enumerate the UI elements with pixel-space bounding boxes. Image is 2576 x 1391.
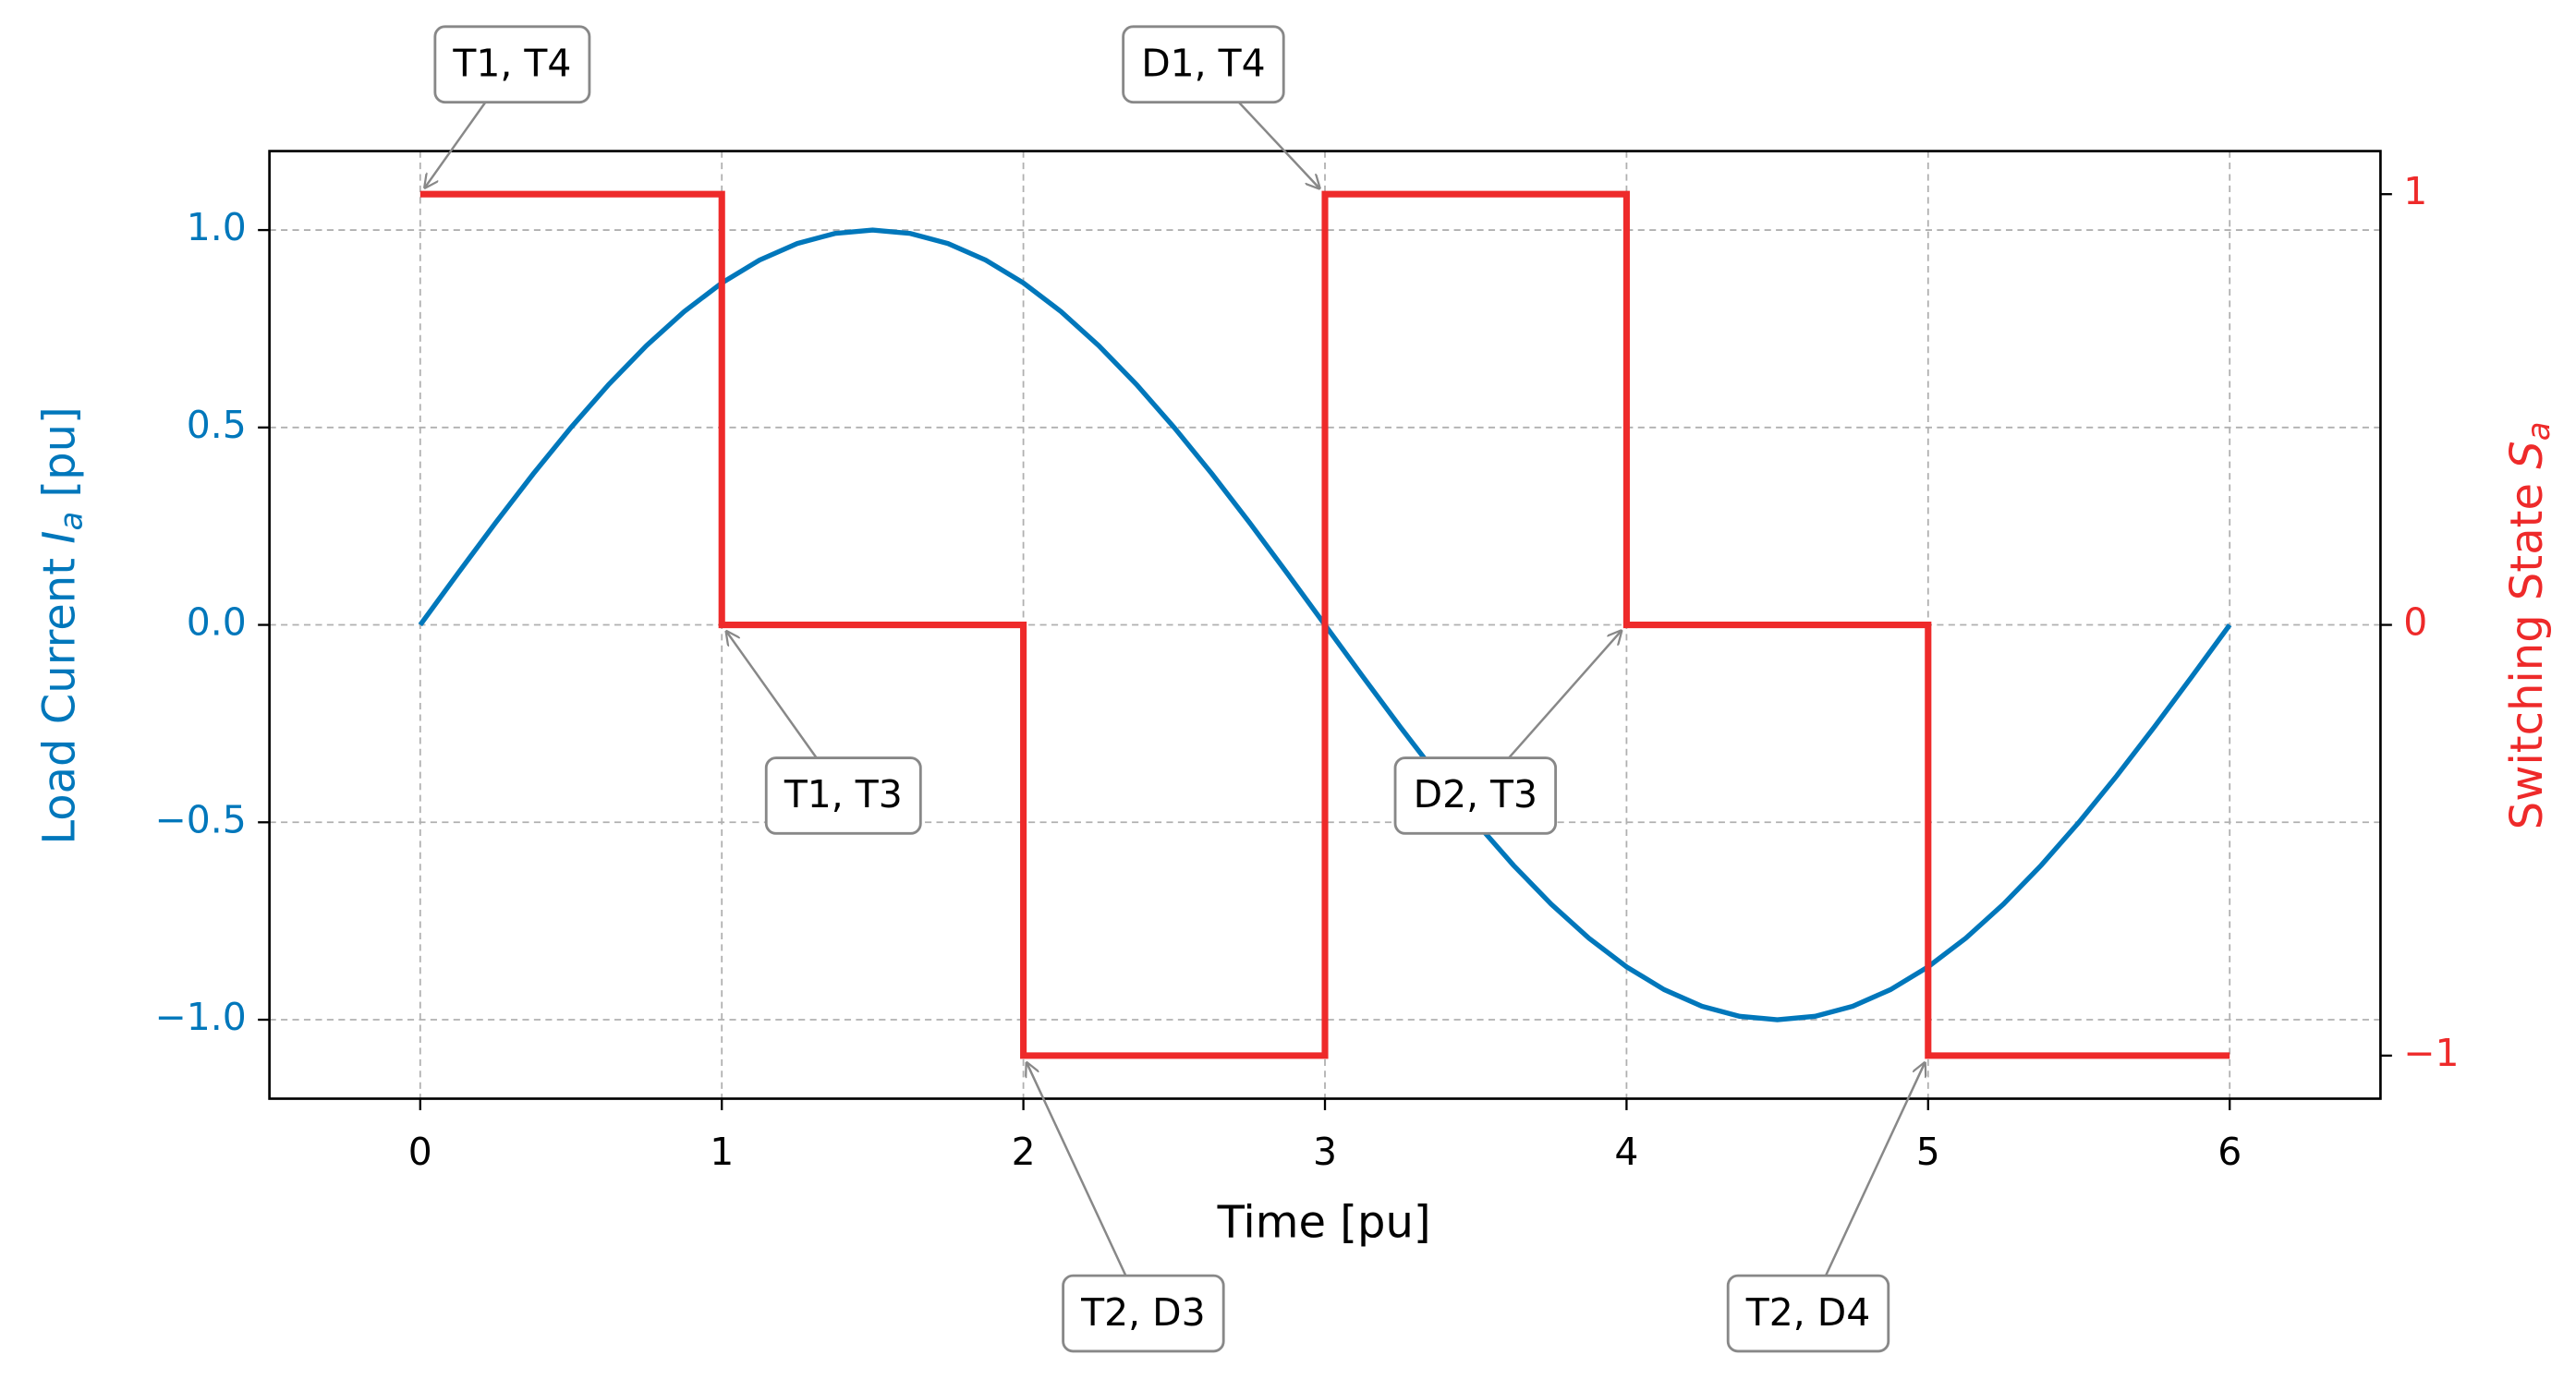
annotation: T1, T3 <box>764 756 922 835</box>
annotation-text: T2, D4 <box>1745 1290 1870 1335</box>
annotation: T2, D3 <box>1062 1274 1225 1353</box>
annotation-text: D1, T4 <box>1141 42 1265 86</box>
y2-label-sub: a <box>2520 422 2556 441</box>
annotation-box <box>433 25 591 104</box>
switching-state-line <box>419 190 2230 1059</box>
annotation-text: D2, T3 <box>1414 772 1537 816</box>
y-label-sub: a <box>53 512 89 531</box>
y-label-space <box>34 498 86 512</box>
y2-axis-label: Switching State Sa <box>2501 422 2556 830</box>
y2-label-text: Switching State <box>2501 469 2553 829</box>
y-label-var: I <box>34 531 86 544</box>
y-tick-label: 0.5 <box>187 403 247 447</box>
annotation-box <box>764 756 922 835</box>
y-tick-label: 1.0 <box>187 205 247 249</box>
x-tick-label: 0 <box>408 1130 432 1174</box>
annotation-text: T1, T3 <box>784 772 903 816</box>
annotation: D2, T3 <box>1393 756 1558 835</box>
y-tick-label: −0.5 <box>154 797 246 841</box>
y2-label-var: S <box>2501 441 2553 468</box>
annotation-text: T2, D3 <box>1080 1290 1205 1335</box>
annotation: D1, T4 <box>1122 25 1285 104</box>
y2-tick-label: 0 <box>2403 600 2427 645</box>
annotation: T1, T4 <box>433 25 591 104</box>
plot-frame <box>268 150 2382 1100</box>
y-label-text: Load Current <box>34 544 86 845</box>
annotation-arrow <box>1806 1063 1925 1314</box>
annotation-box <box>1726 1274 1890 1353</box>
x-tick-label: 2 <box>1012 1130 1036 1174</box>
y2-tick-label: −1 <box>2403 1031 2459 1075</box>
annotation-text: T1, T4 <box>452 42 571 86</box>
annotation-box <box>1062 1274 1225 1353</box>
y2-tick-label: 1 <box>2403 169 2427 213</box>
x-tick-label: 1 <box>710 1130 734 1174</box>
x-tick-label: 4 <box>1614 1130 1638 1174</box>
y-label-unit: [pu] <box>34 406 86 497</box>
annotation-box <box>1393 756 1558 835</box>
x-tick-label: 5 <box>1916 1130 1940 1174</box>
y-axis-label: Load Current Ia [pu] <box>34 406 89 844</box>
annotation: T2, D4 <box>1726 1274 1890 1353</box>
y-tick-label: 0.0 <box>187 600 247 645</box>
x-axis-label: Time [pu] <box>1217 1196 1431 1248</box>
x-tick-label: 3 <box>1313 1130 1337 1174</box>
y-tick-label: −1.0 <box>154 995 246 1039</box>
annotation-box <box>1122 25 1285 104</box>
annotation-arrow <box>1027 1063 1145 1314</box>
x-tick-label: 6 <box>2218 1130 2242 1174</box>
